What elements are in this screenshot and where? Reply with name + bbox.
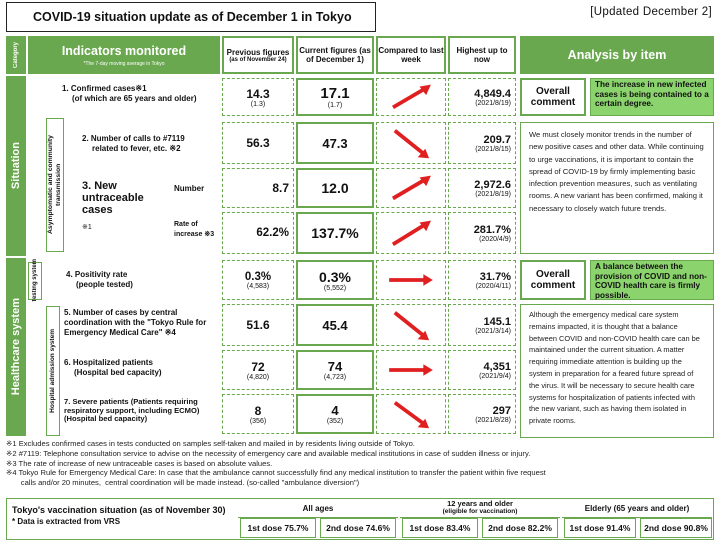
row-positivity-high: 31.7% (2020/4/11) [448,260,516,300]
row-confirmed-curr: 17.1 (1.7) [296,78,374,116]
healthcare-analysis-text: Although the emergency medical care syst… [520,304,714,438]
vax-all-second: 2nd dose 74.6% [320,518,396,538]
vax-group-12plus: 12 years and older (eligible for vaccina… [400,498,560,518]
row-untraceable-label: 3. New untraceable cases ※1 [82,180,144,231]
footnote: ※4 Tokyo Rule for Emergency Medical Care… [6,468,546,478]
row-positivity-prev: 0.3% (4,583) [222,260,294,300]
trend-up-icon [376,212,446,254]
trend-up-icon [376,168,446,208]
asymptomatic-section: Asymptomatic and community transmission [46,118,64,252]
row-hospitalized-label: 6. Hospitalized patients (Hospital bed c… [64,358,162,377]
row-positivity-label: 4. Positivity rate (people tested) [66,270,133,289]
trend-flat-icon [376,350,446,390]
previous-header: Previous figures (as of November 24) [222,36,294,74]
situation-comment: The increase in new infected cases is be… [590,78,714,116]
row-hospitalized-curr: 74 (4,723) [296,350,374,390]
row-number-label: Number [174,184,205,193]
situation-analysis-text: We must closely monitor trends in the nu… [520,122,714,254]
row-positivity-curr: 0.3% (5,552) [296,260,374,300]
row-calls-prev: 56.3 [222,122,294,164]
row-severe-curr: 4 (352) [296,394,374,434]
footnote: ※3 The rate of increase of new untraceab… [6,458,273,468]
row-confirmed-label: 1. Confirmed cases※1 (of which are 65 ye… [62,84,197,103]
indicators-header: Indicators monitored *The 7-day moving a… [28,36,220,74]
row-number-curr: 12.0 [296,168,374,208]
situation-section: Situation [6,76,26,256]
analysis-header: Analysis by item [520,36,714,74]
row-rate-label: Rate of increase ※3 [174,221,215,238]
row-severe-high: 297 (2021/8/28) [448,394,516,434]
trend-down-icon [376,122,446,164]
compared-header: Compared to last week [376,36,446,74]
overall-comment-label: Overall comment [520,78,586,116]
footnote: ※1 Excludes confirmed cases in tests con… [6,439,415,448]
row-number-prev: 8.7 [222,168,294,208]
row-rate-prev: 62.2% [222,212,294,254]
overall-comment-label: Overall comment [520,260,586,300]
row-confirmed-high: 4,849.4 (2021/8/19) [448,78,516,116]
vax-elderly-first: 1st dose 91.4% [564,518,636,538]
current-header: Current figures (as of December 1) [296,36,374,74]
vax-elderly-second: 2nd dose 90.8% [640,518,712,538]
row-calls-high: 209.7 (2021/8/15) [448,122,516,164]
row-coordination-high: 145.1 (2021/3/14) [448,304,516,346]
healthcare-comment: A balance between the provision of COVID… [590,260,714,300]
trend-up-icon [376,78,446,116]
trend-down-icon [376,394,446,434]
testing-section: Testing system [28,259,42,303]
row-rate-curr: 137.7% [296,212,374,254]
row-hospitalized-prev: 72 (4,820) [222,350,294,390]
footnote: calls and/or 20 minutes, central coordin… [6,478,360,488]
row-coordination-prev: 51.6 [222,304,294,346]
hospital-section: Hospital admission system [46,306,60,436]
row-severe-label: 7. Severe patients (Patients requiring r… [64,397,200,424]
vax-all-first: 1st dose 75.7% [240,518,316,538]
trend-down-icon [376,304,446,346]
row-number-high: 2,972.6 (2021/8/19) [448,168,516,208]
vax-group-elderly: Elderly (65 years and older) [562,500,712,518]
row-calls-curr: 47.3 [296,122,374,164]
category-header: Category [6,36,26,74]
healthcare-section: Healthcare system [6,258,26,436]
vax-12plus-second: 2nd dose 82.2% [482,518,558,538]
row-rate-high: 281.7% (2020/4/9) [448,212,516,254]
row-confirmed-prev: 14.3 (1.3) [222,78,294,116]
row-coordination-label: 5. Number of cases by central coordinati… [64,308,207,337]
highest-header: Highest up to now [448,36,516,74]
row-severe-prev: 8 (356) [222,394,294,434]
row-calls-label: 2. Number of calls to #7119 related to f… [82,134,185,153]
vaccination-title: Tokyo's vaccination situation (as of Nov… [12,505,226,526]
vax-group-all: All ages [238,500,398,518]
footnote: ※2 #7119: Telephone consultation service… [6,448,531,458]
footnotes: ※1 Excludes confirmed cases in tests con… [6,439,716,493]
vax-12plus-first: 1st dose 83.4% [402,518,478,538]
vaccination-panel [6,498,714,540]
row-coordination-curr: 45.4 [296,304,374,346]
row-hospitalized-high: 4,351 (2021/9/4) [448,350,516,390]
trend-flat-icon [376,260,446,300]
updated-date: [Updated December 2] [590,6,712,18]
page-title: COVID-19 situation update as of December… [6,2,376,32]
